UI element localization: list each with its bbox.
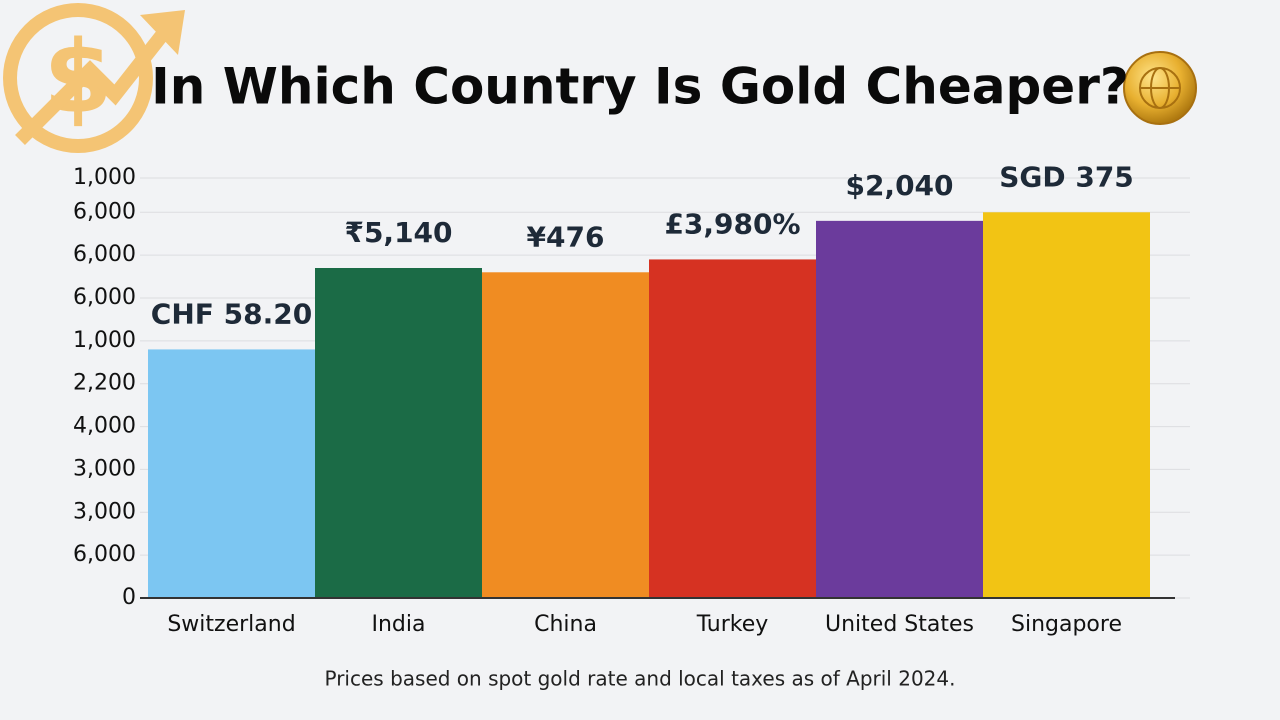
y-tick-label: 6,000 [73,542,136,567]
y-tick-label: 3,000 [73,456,136,481]
bar-annotation: ¥476 [527,220,605,253]
y-tick-label: 6,000 [73,199,136,224]
y-tick-label: 6,000 [73,242,136,267]
x-tick-label: China [534,612,597,637]
x-tick-label: Singapore [1011,612,1122,637]
y-tick-label: 1,000 [73,328,136,353]
bar [482,272,649,598]
y-tick-label: 4,000 [73,414,136,439]
x-tick-label: India [372,612,426,637]
y-tick-label: 0 [122,585,136,610]
bar-annotation: £3,980% [664,207,800,240]
bar [983,212,1150,599]
bar-annotation: ₹5,140 [344,216,452,249]
chart-title: In Which Country Is Gold Cheaper? [151,58,1129,116]
footnote: Prices based on spot gold rate and local… [325,667,956,691]
bar [315,268,482,598]
dollar-icon: $ [3,3,185,153]
y-tick-label: 3,000 [73,499,136,524]
y-tick-label: 1,000 [73,165,136,190]
bar-annotation: CHF 58.20 [151,297,312,330]
bar-annotation: $2,040 [845,169,953,202]
coin-icon [1123,51,1197,125]
bar-annotation: SGD 375 [999,160,1134,193]
y-tick-label: 6,000 [73,285,136,310]
bar [148,349,315,598]
bar [816,220,983,598]
x-tick-label: United States [825,612,974,637]
bar [649,259,816,598]
x-tick-label: Switzerland [167,612,295,637]
y-tick-label: 2,200 [73,371,136,396]
x-tick-label: Turkey [696,612,769,637]
